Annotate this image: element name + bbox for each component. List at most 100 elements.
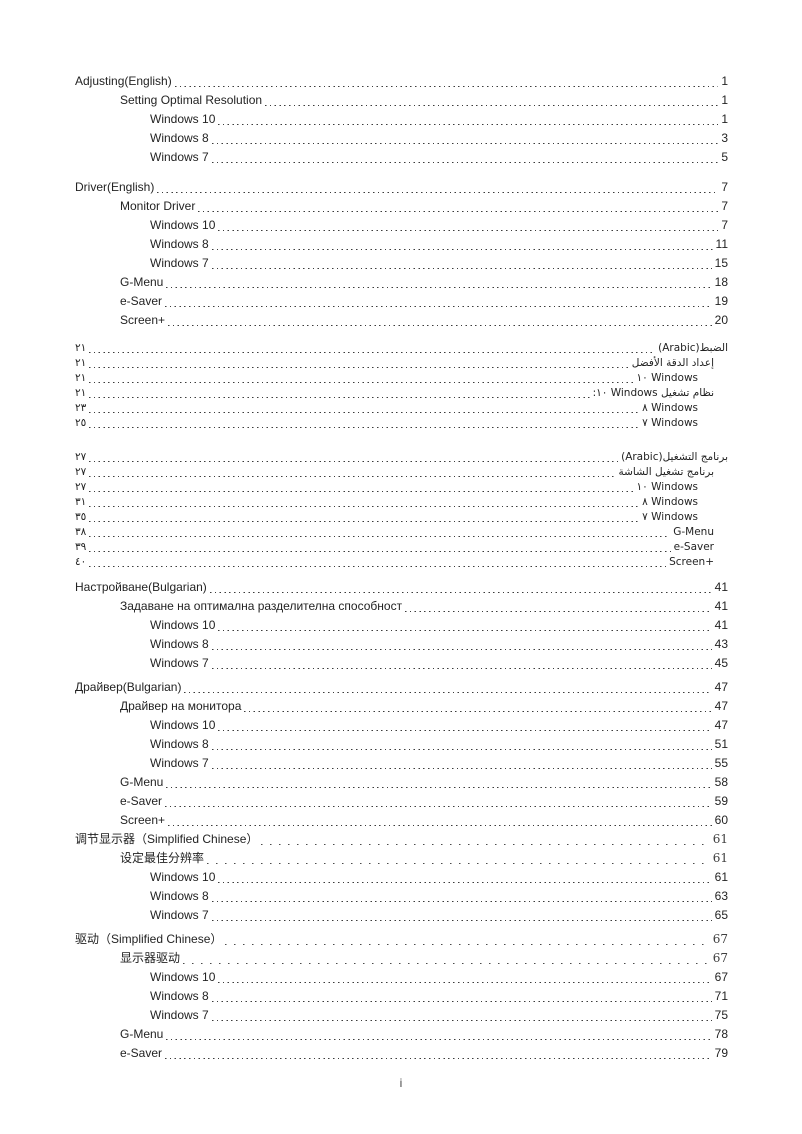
toc-row[interactable]: Windows 8 3 [75,129,728,148]
toc-entry-text[interactable]: Windows 7 [150,256,209,270]
toc-row[interactable]: 驱动（Simplified Chinese） 67 [75,930,728,949]
toc-row[interactable]: برنامج تشغيل الشاشة ٢٧ [75,465,728,480]
toc-entry-text[interactable]: e-Saver [120,1046,163,1060]
toc-row[interactable]: Windows 10 61 [75,868,728,887]
toc-row[interactable]: Adjusting(English) 1 [75,72,728,91]
toc-row[interactable]: Windows ٨ ٣١ [75,495,728,510]
toc-row[interactable]: Windows 8 51 [75,735,728,754]
toc-row[interactable]: Windows ٧ ٣٥ [75,510,728,525]
toc-entry-text[interactable]: Windows 7 [150,908,209,922]
toc-row[interactable]: Windows 10 47 [75,716,728,735]
toc-row[interactable]: Windows 10 41 [75,616,728,635]
toc-entry-text[interactable]: Setting Optimal Resolution [120,93,263,107]
toc-row[interactable]: Windows 8 63 [75,887,728,906]
toc-entry-text[interactable]: إعداد الدقة الأفضل [631,357,714,369]
toc-row[interactable]: Driver(English) 7 [75,178,728,197]
toc-row[interactable]: G-Menu 78 [75,1025,728,1044]
toc-row[interactable]: Задаване на оптимална разделителна спосо… [75,597,728,616]
toc-row[interactable]: Screen+ 20 [75,311,728,330]
toc-entry-text[interactable]: نظام تشغيل Windows ١٠: [592,387,714,399]
toc-row[interactable]: 显示器驱动 67 [75,949,728,968]
toc-entry-text[interactable]: Windows ١٠ [636,481,699,493]
toc-row[interactable]: إعداد الدقة الأفضل ٢١ [75,356,728,371]
toc-entry-text[interactable]: Windows 7 [150,150,209,164]
toc-row[interactable]: G-Menu 58 [75,773,728,792]
toc-entry-text[interactable]: e-Saver [120,794,163,808]
toc-row[interactable]: Windows 10 7 [75,216,728,235]
toc-row[interactable]: Windows 10 1 [75,110,728,129]
toc-row[interactable]: Windows ١٠ ٢١ [75,371,728,386]
toc-row[interactable]: Screen+ ٤٠ [75,555,728,570]
toc-entry-text[interactable]: e-Saver [673,541,714,553]
toc-row[interactable]: G-Menu 18 [75,273,728,292]
toc-row[interactable]: Windows ١٠ ٢٧ [75,480,728,495]
toc-entry-text[interactable]: G-Menu [120,775,164,789]
toc-entry-text[interactable]: Windows 7 [150,1008,209,1022]
toc-entry-text[interactable]: Windows 8 [150,637,209,651]
toc-entry-text[interactable]: Windows 8 [150,237,209,251]
toc-entry-text[interactable]: 设定最佳分辨率 [120,851,205,865]
toc-row[interactable]: 调节显示器（Simplified Chinese） 61 [75,830,728,849]
toc-row[interactable]: Windows ٨ ٢٣ [75,401,728,416]
toc-entry-text[interactable]: Windows 7 [150,756,209,770]
toc-row[interactable]: G-Menu ٣٨ [75,525,728,540]
toc-row[interactable]: Windows 7 15 [75,254,728,273]
toc-entry-text[interactable]: برنامج التشغيل(Arabic) [621,451,728,463]
toc-entry-text[interactable]: Windows 10 [150,112,216,126]
toc-entry-text[interactable]: Windows ٧ [642,511,698,523]
toc-row[interactable]: Windows 7 55 [75,754,728,773]
toc-row[interactable]: الضبط(Arabic) ٢١ [75,341,728,356]
toc-row[interactable]: Monitor Driver 7 [75,197,728,216]
toc-entry-text[interactable]: Windows 7 [150,656,209,670]
toc-row[interactable]: Windows 8 11 [75,235,728,254]
toc-row[interactable]: Screen+ 60 [75,811,728,830]
toc-row[interactable]: Драйвер(Bulgarian) 47 [75,678,728,697]
toc-entry-text[interactable]: Driver(English) [75,180,155,194]
toc-row[interactable]: Windows 7 5 [75,148,728,167]
toc-row[interactable]: 设定最佳分辨率 61 [75,849,728,868]
toc-row[interactable]: e-Saver ٣٩ [75,540,728,555]
toc-entry-text[interactable]: Windows ٧ [642,417,698,429]
toc-entry-text[interactable]: Windows 8 [150,989,209,1003]
toc-row[interactable]: Windows 7 45 [75,654,728,673]
toc-entry-text[interactable]: برنامج تشغيل الشاشة [618,466,715,478]
toc-entry-text[interactable]: Windows 10 [150,870,216,884]
toc-entry-text[interactable]: Screen+ [669,556,714,568]
toc-entry-text[interactable]: Screen+ [120,313,166,327]
toc-row[interactable]: e-Saver 59 [75,792,728,811]
toc-entry-text[interactable]: 驱动（Simplified Chinese） [75,932,223,946]
toc-entry-text[interactable]: G-Menu [120,275,164,289]
toc-entry-text[interactable]: Windows 8 [150,889,209,903]
toc-entry-text[interactable]: Драйвер на монитора [120,699,242,713]
toc-entry-text[interactable]: Monitor Driver [120,199,196,213]
toc-entry-text[interactable]: Windows 8 [150,131,209,145]
toc-entry-text[interactable]: Windows 10 [150,218,216,232]
toc-entry-text[interactable]: Windows ١٠ [636,372,699,384]
toc-row[interactable]: Setting Optimal Resolution 1 [75,91,728,110]
toc-row[interactable]: Windows 10 67 [75,968,728,987]
toc-row[interactable]: e-Saver 79 [75,1044,728,1063]
toc-row[interactable]: Windows 7 75 [75,1006,728,1025]
toc-row[interactable]: نظام تشغيل Windows ١٠: ٢١ [75,386,728,401]
toc-row[interactable]: برنامج التشغيل(Arabic) ٢٧ [75,450,728,465]
toc-entry-text[interactable]: Windows ٨ [642,402,698,414]
toc-row[interactable]: Драйвер на монитора 47 [75,697,728,716]
toc-entry-text[interactable]: Windows 10 [150,718,216,732]
toc-row[interactable]: Windows ٧ ٢٥ [75,416,728,431]
toc-row[interactable]: e-Saver 19 [75,292,728,311]
toc-entry-text[interactable]: Windows 8 [150,737,209,751]
toc-entry-text[interactable]: G-Menu [673,526,714,538]
toc-entry-text[interactable]: Screen+ [120,813,166,827]
toc-entry-text[interactable]: 调节显示器（Simplified Chinese） [75,832,259,846]
toc-entry-text[interactable]: Задаване на оптимална разделителна спосо… [120,599,403,613]
toc-entry-text[interactable]: Windows ٨ [642,496,698,508]
toc-entry-text[interactable]: Windows 10 [150,618,216,632]
toc-row[interactable]: Windows 8 71 [75,987,728,1006]
toc-row[interactable]: Windows 8 43 [75,635,728,654]
toc-entry-text[interactable]: 显示器驱动 [120,951,181,965]
toc-entry-text[interactable]: Драйвер(Bulgarian) [75,680,182,694]
toc-entry-text[interactable]: G-Menu [120,1027,164,1041]
toc-row[interactable]: Настройване(Bulgarian) 41 [75,578,728,597]
toc-entry-text[interactable]: e-Saver [120,294,163,308]
toc-entry-text[interactable]: Windows 10 [150,970,216,984]
